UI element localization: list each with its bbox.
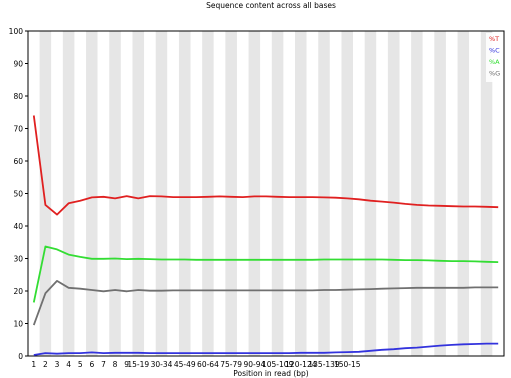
grid-band: [225, 31, 237, 356]
y-tick-label: 90: [13, 60, 23, 69]
y-tick-label: 50: [13, 190, 23, 199]
x-tick-label: 5: [78, 360, 83, 369]
grid-band: [144, 31, 156, 356]
y-tick-label: 0: [18, 352, 23, 361]
x-tick-label: 30-34: [151, 360, 173, 369]
y-axis-ticks: 0 10 20 30 40 50 60 70 80 90 100: [9, 27, 28, 361]
grid-band: [97, 31, 110, 356]
grid-band: [120, 31, 133, 356]
x-tick-label: 8: [113, 360, 118, 369]
legend-entry: %A: [489, 58, 500, 66]
y-tick-label: 60: [13, 157, 23, 166]
grid-band: [353, 31, 365, 356]
x-tick-label: 9: [124, 360, 129, 369]
legend-entry: %G: [489, 70, 500, 78]
grid-band: [167, 31, 179, 356]
grid-band: [387, 31, 400, 356]
x-tick-label: 135-139: [308, 360, 340, 369]
series-line: [33, 342, 499, 356]
series-line: [32, 115, 499, 216]
grid-band: [445, 31, 458, 356]
x-tick-label: 15-19: [127, 360, 149, 369]
grid-band: [260, 31, 272, 356]
x-tick-label: 75-79: [220, 360, 242, 369]
grid-band: [283, 31, 296, 356]
x-tick-label: 6: [89, 360, 94, 369]
grid-band: [341, 31, 354, 356]
chart-title: Sequence content across all bases: [206, 1, 336, 10]
grid-band: [434, 31, 446, 356]
grid-band: [39, 31, 52, 356]
grid-band: [236, 31, 249, 356]
grid-band: [202, 31, 214, 356]
x-axis-ticks: 1 2 3 4 5 6 7 8 915-19 30-34 45-49 60-64 75-79 90-941…: [31, 360, 360, 369]
x-tick-label: 3: [55, 360, 60, 369]
y-tick-label: 100: [9, 27, 24, 36]
x-tick-label: 45-49: [174, 360, 196, 369]
grid-band: [457, 31, 470, 356]
grid-band: [213, 31, 226, 356]
grid-band: [86, 31, 98, 356]
series-lines: [32, 115, 499, 356]
grid-band: [178, 31, 191, 356]
grid-band: [469, 31, 481, 356]
x-axis-label: Position in read (bp): [233, 369, 309, 378]
x-tick-label: 7: [101, 360, 106, 369]
legend-box: [486, 33, 503, 82]
y-tick-label: 80: [13, 92, 23, 101]
grid-band: [248, 31, 261, 356]
x-tick-label: 105-109: [262, 360, 294, 369]
grid-band: [318, 31, 330, 356]
grid-band: [51, 31, 63, 356]
grid-band: [411, 31, 423, 356]
grid-band: [306, 31, 319, 356]
grid-band: [295, 31, 307, 356]
y-tick-label: 20: [13, 287, 23, 296]
series-line: [32, 279, 499, 326]
grid-band: [329, 31, 342, 356]
grid-band: [62, 31, 75, 356]
y-tick-label: 30: [13, 255, 23, 264]
x-tick-label: 2: [43, 360, 48, 369]
grid-band: [28, 31, 40, 356]
x-tick-label: 120-124: [285, 360, 317, 369]
x-tick-label: 4: [66, 360, 71, 369]
grid-bands: [28, 31, 504, 356]
x-tick-label: 60-64: [197, 360, 219, 369]
grid-band: [480, 31, 493, 356]
y-tick-label: 70: [13, 125, 23, 134]
legend-entry: %C: [489, 47, 500, 55]
x-tick-label: 150-15: [334, 360, 361, 369]
legend: %T %C %A %G: [486, 33, 503, 82]
grid-band: [74, 31, 87, 356]
grid-band: [190, 31, 203, 356]
grid-band: [376, 31, 388, 356]
grid-band: [271, 31, 284, 356]
legend-entry: %T: [489, 35, 499, 43]
x-tick-label: 90-94: [243, 360, 265, 369]
grid-band: [492, 31, 504, 356]
x-tick-label: 1: [31, 360, 36, 369]
grid-band: [399, 31, 412, 356]
grid-band: [109, 31, 121, 356]
y-tick-label: 10: [13, 320, 23, 329]
grid-band: [132, 31, 145, 356]
series-line: [32, 245, 499, 303]
y-tick-label: 40: [13, 222, 23, 231]
grid-band: [422, 31, 435, 356]
grid-band: [155, 31, 168, 356]
grid-band: [364, 31, 377, 356]
